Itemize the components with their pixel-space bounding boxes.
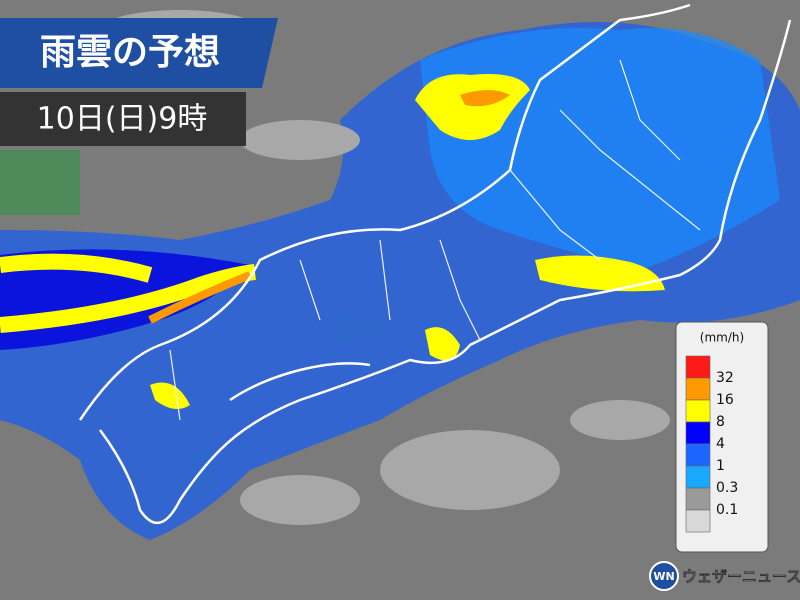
- title-box: [0, 18, 278, 88]
- legend-swatch: [685, 377, 711, 401]
- prefecture-border: [169, 59, 701, 421]
- rain-heavy: [150, 382, 190, 409]
- legend: (mm/h) 32 16 8 4 1 0.3 0.1: [675, 321, 769, 553]
- legend-label: 0.1: [716, 502, 738, 518]
- legend-swatch: [685, 399, 711, 423]
- legend-swatch: [685, 421, 711, 445]
- legend-unit: (mm/h): [700, 331, 744, 345]
- rain-heavy: [425, 327, 460, 361]
- rain-heavy: [148, 271, 252, 324]
- logo-mark-text: WN: [653, 570, 674, 583]
- rain-heavy: [460, 90, 510, 107]
- logo-text: ウェザーニュース: [682, 568, 800, 586]
- coastline: [78, 3, 792, 525]
- logo: WN ウェザーニュース: [649, 561, 800, 591]
- legend-swatch: [685, 465, 711, 489]
- title: 雨雲の予想: [40, 32, 220, 73]
- legend-swatch: [685, 355, 711, 379]
- rain-heavy: [0, 253, 257, 333]
- logo-mark: [649, 561, 679, 591]
- forecast-time: 10日(日)9時: [37, 102, 208, 137]
- legend-swatch: [685, 487, 711, 511]
- legend-label: 32: [716, 370, 734, 386]
- legend-label: 0.3: [716, 480, 738, 496]
- time-box: [0, 92, 246, 146]
- legend-label: 8: [716, 414, 725, 430]
- land-area: [0, 150, 80, 215]
- legend-label: 4: [716, 436, 725, 452]
- legend-label: 1: [716, 458, 725, 474]
- legend-label: 16: [716, 392, 734, 408]
- rain-heavy: [415, 74, 530, 140]
- legend-swatch: [685, 509, 711, 533]
- rain-heavy: [535, 255, 665, 292]
- legend-swatch: [685, 443, 711, 467]
